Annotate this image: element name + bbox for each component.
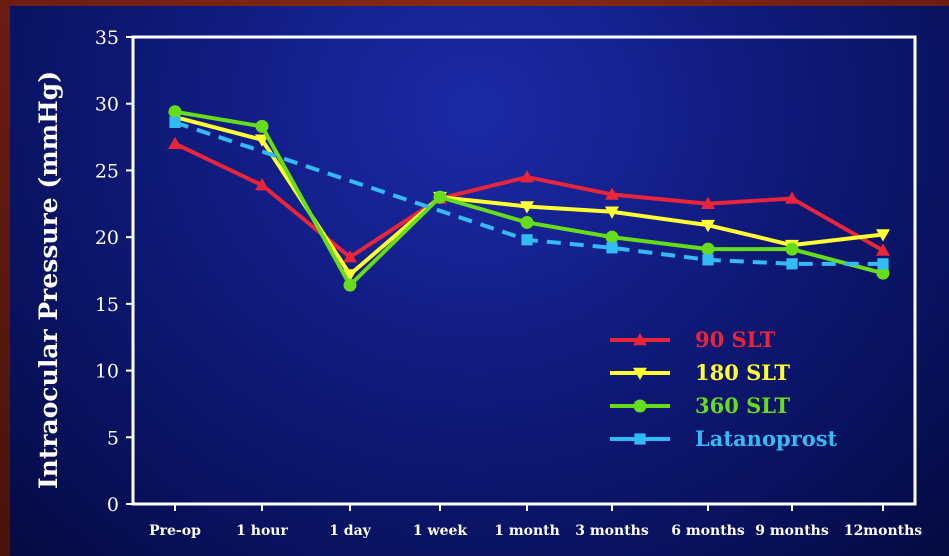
plot-frame	[131, 35, 917, 506]
y-tick-label: 30	[95, 94, 119, 116]
data-point	[786, 258, 798, 270]
legend-label: 360 SLT	[695, 393, 790, 418]
data-point	[877, 258, 889, 270]
legend-swatch-marker	[633, 333, 647, 346]
data-point	[701, 219, 715, 233]
data-point	[605, 230, 619, 244]
data-point	[785, 242, 799, 256]
x-tick-label: 6 months	[671, 523, 745, 539]
y-axis-ticks: 0 5 10 15 20 25 30 35	[95, 27, 133, 516]
x-tick-label: 1 hour	[236, 523, 288, 539]
data-point	[433, 190, 447, 204]
data-point	[521, 234, 533, 246]
data-point	[168, 136, 182, 149]
y-tick-label: 10	[95, 361, 119, 383]
series-latanoprost	[169, 116, 889, 270]
legend-item: Latanoprost	[610, 426, 838, 451]
series-layer	[168, 105, 890, 292]
y-tick-label: 0	[107, 494, 119, 516]
x-tick-label: 9 months	[755, 523, 829, 539]
legend-item: 180 SLT	[610, 360, 790, 385]
x-tick-label: 1 week	[413, 523, 467, 539]
x-tick-label: 1 month	[494, 523, 560, 539]
x-tick-label: 12months	[844, 523, 922, 539]
legend-label: 180 SLT	[695, 360, 790, 385]
x-axis-ticks: Pre-op 1 hour 1 day 1 week 1 month 3 months 6 …	[149, 504, 922, 539]
legend-item: 360 SLT	[610, 393, 790, 418]
y-tick-label: 20	[95, 227, 119, 249]
x-tick-label: Pre-op	[149, 523, 201, 539]
data-point	[343, 250, 357, 263]
slide-border-left	[0, 0, 10, 556]
series-360-slt	[168, 105, 890, 292]
y-tick-label: 25	[95, 160, 119, 182]
data-point	[785, 191, 799, 204]
legend-swatch-marker	[634, 433, 646, 445]
data-point	[876, 243, 890, 256]
data-point	[343, 278, 357, 292]
data-point	[255, 119, 269, 133]
x-tick-label: 1 day	[329, 523, 371, 539]
data-point	[520, 215, 534, 229]
data-point	[701, 196, 715, 210]
data-point	[255, 134, 269, 147]
data-point	[701, 242, 715, 256]
data-point	[606, 242, 618, 254]
legend: 90 SLT 180 SLT 360 SLT Latanoprost	[610, 327, 838, 451]
data-point	[605, 206, 619, 219]
legend-label: 90 SLT	[695, 327, 776, 352]
legend-swatch-marker	[633, 399, 647, 413]
data-point	[702, 254, 714, 266]
y-tick-label: 15	[95, 294, 119, 316]
y-tick-label: 5	[107, 427, 119, 449]
data-point	[520, 170, 534, 183]
data-point	[169, 116, 181, 128]
data-point	[605, 187, 619, 200]
data-point	[343, 269, 357, 282]
x-tick-label: 3 months	[575, 523, 649, 539]
data-point	[255, 178, 269, 191]
series-line	[174, 120, 883, 266]
series-90-slt	[168, 136, 890, 263]
data-point	[876, 266, 890, 280]
legend-swatch-marker	[633, 367, 647, 380]
data-point	[876, 229, 890, 242]
slide-border-top	[0, 0, 949, 6]
y-tick-label: 35	[95, 27, 119, 49]
data-point	[520, 201, 534, 214]
legend-item: 90 SLT	[610, 327, 776, 352]
y-axis-label: Intraocular Pressure (mmHg)	[34, 71, 63, 489]
legend-label: Latanoprost	[695, 426, 838, 451]
data-point	[168, 105, 182, 119]
